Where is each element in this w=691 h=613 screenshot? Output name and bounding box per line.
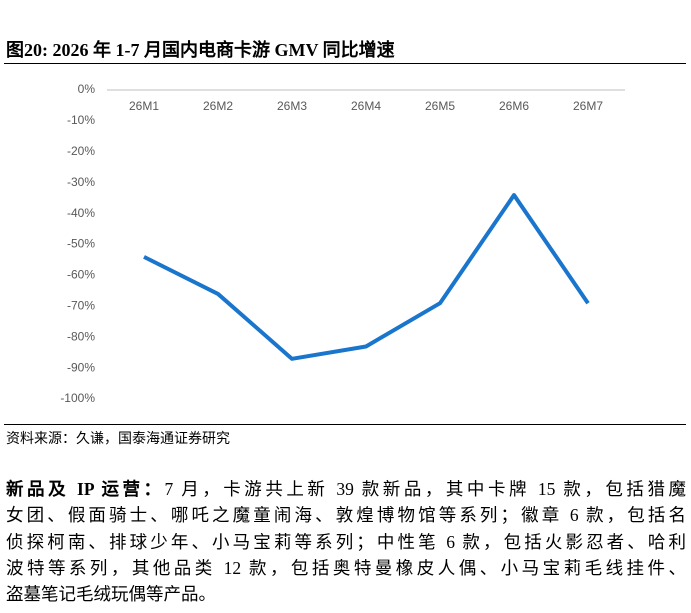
paragraph-text: 7 月，卡游共上新 39 款新品，其中卡牌 15 款，包括猎魔 [164,479,686,499]
x-tick-label: 26M1 [129,99,159,113]
paragraph-text: 波特等系列，其他品类 12 款，包括奥特曼橡皮人偶、小马宝莉毛线挂件、 [6,557,686,578]
paragraph-line: 波特等系列，其他品类 12 款，包括奥特曼橡皮人偶、小马宝莉毛线挂件、 [6,555,686,581]
paragraph-text: 侦探柯南、排球少年、小马宝莉等系列；中性笔 6 款，包括火影忍者、哈利 [6,531,686,552]
x-tick-label: 26M4 [351,99,381,113]
y-tick-label: -10% [67,113,95,127]
paragraph-line: 侦探柯南、排球少年、小马宝莉等系列；中性笔 6 款，包括火影忍者、哈利 [6,529,686,555]
paragraph-text: 女团、假面骑士、哪吒之魔童闹海、敦煌博物馆等系列；徽章 6 款，包括名 [6,505,686,526]
source-rule [4,424,686,425]
y-tick-label: 0% [78,82,96,96]
paragraph-line: 盗墓笔记毛绒玩偶等产品。 [6,581,686,607]
paragraph-line: 新品及 IP 运营：7 月，卡游共上新 39 款新品，其中卡牌 15 款，包括猎… [6,476,686,502]
paragraph-line: 女团、假面骑士、哪吒之魔童闹海、敦煌博物馆等系列；徽章 6 款，包括名 [6,502,686,528]
paragraph-lead: 新品及 IP 运营： [6,479,165,499]
y-tick-label: -20% [67,144,95,158]
y-tick-label: -30% [67,175,95,189]
x-tick-label: 26M2 [203,99,233,113]
paragraph-text: 盗墓笔记毛绒玩偶等产品。 [6,584,216,605]
x-tick-label: 26M6 [499,99,529,113]
y-tick-label: -60% [67,268,95,282]
title-rule [4,63,686,64]
chart: 0% -10% -20% -30% -40% -50% -60% -70% -80% -90% -1… [60,82,625,405]
x-tick-label: 26M5 [425,99,455,113]
y-tick-label: -70% [67,298,95,312]
y-tick-label: -100% [60,391,95,405]
x-tick-label: 26M3 [277,99,307,113]
x-tick-label: 26M7 [573,99,603,113]
y-tick-label: -90% [67,360,95,374]
source-note: 资料来源：久谦，国泰海通证券研究 [6,432,230,447]
paragraph: 新品及 IP 运营：7 月，卡游共上新 39 款新品，其中卡牌 15 款，包括猎… [6,476,686,607]
y-tick-label: -40% [67,206,95,220]
line-series [143,193,590,361]
y-tick-label: -80% [67,329,95,343]
figure-title: 图20: 2026 年 1-7 月国内电商卡游 GMV 同比增速 [6,40,395,60]
y-tick-label: -50% [67,237,95,251]
